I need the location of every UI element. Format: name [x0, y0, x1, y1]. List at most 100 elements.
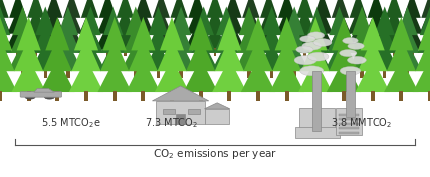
Bar	[124, 48, 127, 56]
Polygon shape	[123, 24, 148, 53]
Bar	[27, 91, 31, 101]
Polygon shape	[187, 8, 208, 34]
Bar	[0, 48, 1, 56]
Polygon shape	[61, 8, 82, 34]
Polygon shape	[98, 42, 128, 71]
Polygon shape	[157, 38, 187, 71]
Polygon shape	[237, 24, 261, 53]
Polygon shape	[0, 17, 12, 50]
Bar	[196, 48, 199, 56]
Bar	[84, 91, 88, 101]
Circle shape	[44, 95, 54, 99]
Polygon shape	[256, 24, 281, 50]
Polygon shape	[148, 6, 169, 35]
Polygon shape	[79, 8, 100, 34]
Polygon shape	[117, 0, 134, 18]
Polygon shape	[274, 24, 299, 50]
Polygon shape	[40, 59, 74, 92]
Bar	[142, 48, 145, 56]
Bar	[339, 132, 359, 134]
Polygon shape	[384, 8, 405, 34]
Bar	[285, 91, 289, 101]
Polygon shape	[97, 8, 118, 34]
Circle shape	[313, 39, 332, 46]
Bar	[299, 108, 335, 131]
Polygon shape	[121, 42, 150, 71]
Polygon shape	[302, 42, 332, 71]
Polygon shape	[328, 24, 353, 50]
Polygon shape	[389, 17, 413, 50]
Bar	[375, 48, 378, 56]
Polygon shape	[160, 17, 184, 50]
Polygon shape	[8, 42, 37, 71]
Polygon shape	[103, 6, 123, 35]
Polygon shape	[368, 0, 385, 18]
Bar	[411, 48, 414, 56]
Polygon shape	[150, 8, 172, 34]
Polygon shape	[259, 24, 284, 53]
Bar	[249, 48, 252, 56]
Text: 3.8 MMTCO$_2$: 3.8 MMTCO$_2$	[331, 116, 392, 130]
Polygon shape	[329, 6, 350, 35]
Polygon shape	[418, 24, 430, 53]
Polygon shape	[0, 6, 10, 35]
Polygon shape	[59, 24, 84, 50]
Polygon shape	[370, 42, 399, 71]
Polygon shape	[184, 59, 218, 92]
Polygon shape	[292, 24, 317, 50]
Bar	[179, 70, 183, 78]
Polygon shape	[384, 59, 418, 92]
Bar	[339, 48, 342, 56]
Polygon shape	[189, 42, 218, 71]
Bar	[52, 48, 55, 56]
Bar	[321, 48, 324, 56]
Polygon shape	[100, 38, 129, 71]
Polygon shape	[403, 0, 421, 18]
Polygon shape	[41, 24, 66, 50]
Polygon shape	[330, 8, 351, 34]
Bar	[399, 91, 403, 101]
Polygon shape	[382, 24, 407, 50]
Polygon shape	[246, 17, 270, 50]
Bar	[292, 70, 296, 78]
Polygon shape	[171, 6, 191, 35]
Polygon shape	[133, 8, 154, 34]
Bar	[270, 70, 273, 78]
Polygon shape	[27, 0, 45, 18]
Circle shape	[25, 95, 35, 99]
Polygon shape	[155, 59, 189, 92]
Bar	[428, 70, 430, 78]
Polygon shape	[0, 0, 9, 18]
Polygon shape	[0, 59, 17, 92]
Polygon shape	[278, 0, 295, 18]
Polygon shape	[101, 24, 126, 53]
Polygon shape	[103, 17, 127, 50]
Polygon shape	[14, 38, 43, 71]
Polygon shape	[301, 38, 330, 71]
Polygon shape	[234, 42, 264, 71]
Polygon shape	[131, 24, 156, 50]
Circle shape	[340, 67, 361, 75]
Polygon shape	[53, 42, 83, 71]
Bar	[227, 91, 231, 101]
Polygon shape	[0, 42, 15, 71]
Bar	[303, 48, 306, 56]
Polygon shape	[10, 24, 35, 53]
Bar	[357, 48, 360, 56]
Polygon shape	[216, 6, 236, 35]
Polygon shape	[261, 6, 282, 35]
Bar	[21, 70, 25, 78]
Polygon shape	[0, 24, 12, 53]
Polygon shape	[135, 0, 152, 18]
Polygon shape	[280, 42, 309, 71]
Polygon shape	[350, 24, 375, 53]
Polygon shape	[329, 38, 359, 71]
FancyBboxPatch shape	[20, 92, 61, 97]
Polygon shape	[243, 38, 273, 71]
Bar	[428, 91, 430, 101]
Bar	[88, 48, 91, 56]
Bar	[405, 70, 409, 78]
Polygon shape	[358, 38, 387, 71]
Bar	[338, 70, 341, 78]
Polygon shape	[346, 24, 371, 50]
